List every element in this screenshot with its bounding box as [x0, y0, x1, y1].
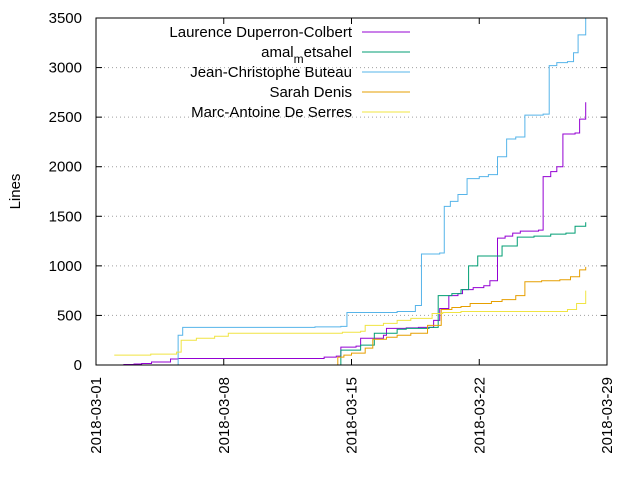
legend-label: Sarah Denis [269, 84, 352, 101]
y-tick-label: 0 [74, 357, 82, 374]
legend-label: amalmetsahel [261, 44, 352, 66]
y-tick-label: 3000 [49, 60, 82, 77]
x-tick-label: 2018-03-22 [471, 377, 488, 454]
y-tick-label: 2000 [49, 159, 82, 176]
series-layer [114, 18, 587, 366]
legend-label: Marc-Antoine De Serres [191, 104, 352, 121]
x-tick-label: 2018-03-01 [88, 377, 105, 454]
series-line [114, 290, 587, 356]
series-line [333, 222, 587, 366]
x-tick-label: 2018-03-08 [216, 377, 233, 454]
y-tick-label: 500 [57, 307, 82, 324]
x-tick-label: 2018-03-29 [599, 377, 616, 454]
series-line [333, 266, 587, 366]
ticks: 0 500 1000 1500 2000 2500 3000 3500 2018-03-01 20… [49, 10, 616, 454]
y-tick-label: 2500 [49, 109, 82, 126]
legend: Laurence Duperron-Colbert amalmetsahelJea… [169, 24, 410, 121]
legend-label: Laurence Duperron-Colbert [169, 24, 352, 41]
y-tick-label: 1500 [49, 208, 82, 225]
y-axis-label: Lines [7, 174, 24, 210]
y-tick-label: 3500 [49, 10, 82, 27]
legend-label: Jean-Christophe Buteau [190, 64, 352, 81]
y-tick-label: 1000 [49, 258, 82, 275]
x-tick-label: 2018-03-15 [344, 377, 361, 454]
series-line [123, 102, 587, 365]
series-line [169, 18, 587, 366]
